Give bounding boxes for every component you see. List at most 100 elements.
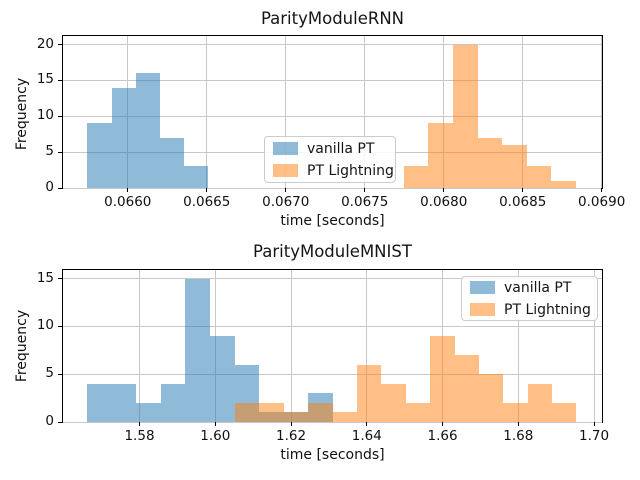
histogram-bar-pt-lightning (551, 180, 577, 188)
grid-line-vertical (206, 36, 208, 188)
legend-label: vanilla PT (504, 279, 572, 296)
grid-line-vertical (522, 36, 524, 188)
histogram-bar-pt-lightning (308, 402, 333, 422)
x-axis-label: time [seconds] (280, 447, 385, 463)
x-tick-mark (366, 422, 368, 426)
y-tick-mark (58, 325, 62, 327)
legend: vanilla PT PT Lightning (461, 276, 598, 321)
y-axis-label: Frequency (14, 309, 30, 383)
x-tick-label: 1.66 (427, 428, 458, 444)
x-tick-mark (442, 422, 444, 426)
y-tick-mark (58, 115, 62, 117)
plot-area: 1.58 1.60 1.62 1.64 1.66 1.68 1.70 0 5 10 15 (37, 269, 609, 444)
histogram-bar-pt-lightning (454, 355, 479, 422)
legend-entry: vanilla PT (470, 280, 589, 296)
y-tick-mark (58, 278, 62, 280)
histogram-bar-vanilla-pt (308, 393, 334, 422)
y-tick-label: 0 (45, 179, 54, 195)
grid-line-horizontal (63, 115, 602, 117)
y-tick-mark (58, 421, 62, 423)
grid-line-horizontal (63, 44, 602, 46)
y-tick-label: 0 (45, 413, 54, 429)
grid-line-horizontal (63, 421, 602, 423)
x-tick-mark (285, 188, 287, 192)
x-tick-label: 1.64 (351, 428, 382, 444)
grid-line-horizontal (63, 278, 602, 280)
legend-swatch-icon (470, 303, 495, 316)
x-tick-mark (517, 422, 519, 426)
x-tick-mark (127, 188, 129, 192)
histogram-bar-vanilla-pt (135, 73, 160, 188)
legend-entry: PT Lightning (273, 163, 394, 179)
x-tick-label: 1.58 (124, 428, 155, 444)
grid-line-vertical (290, 270, 292, 422)
histogram-bar-pt-lightning (234, 402, 260, 422)
histogram-bar-vanilla-pt (234, 364, 260, 422)
x-tick-label: 1.60 (200, 428, 231, 444)
histogram-bar-pt-lightning (259, 402, 284, 422)
legend-entry: PT Lightning (470, 301, 591, 318)
y-tick-mark (58, 373, 62, 375)
grid-line-horizontal (63, 373, 602, 375)
x-tick-label: 0.0670 (262, 194, 310, 210)
y-tick-mark (58, 79, 62, 81)
grid-line-vertical (285, 36, 287, 188)
grid-line-vertical (364, 36, 366, 188)
x-tick-label: 0.0675 (341, 194, 389, 210)
legend-label: vanilla PT (307, 140, 375, 157)
histogram-bar-pt-lightning (478, 374, 504, 422)
grid-line-horizontal (63, 325, 602, 327)
y-axis-label: Frequency (14, 77, 30, 151)
grid-line-vertical (127, 36, 129, 188)
histogram-bar-pt-lightning (405, 402, 431, 422)
histogram-bar-vanilla-pt (209, 335, 235, 422)
x-tick-mark (601, 188, 603, 192)
histogram-bar-vanilla-pt (86, 383, 112, 422)
x-tick-label: 1.68 (503, 428, 534, 444)
y-tick-label: 5 (45, 365, 54, 382)
histogram-bar-pt-lightning (403, 166, 429, 188)
x-axis-label: time [seconds] (280, 213, 385, 229)
chart-title: ParityModuleMNIST (253, 242, 412, 261)
legend: vanilla PT PT Lightning (264, 136, 396, 183)
histogram-bar-pt-lightning (356, 364, 382, 422)
y-tick-mark (58, 44, 62, 46)
grid-line-horizontal (63, 79, 602, 81)
histogram-bar-vanilla-pt (136, 402, 161, 422)
histogram-bar-pt-lightning (503, 402, 528, 422)
histogram-bar-pt-lightning (430, 335, 455, 422)
histogram-bar-pt-lightning (283, 412, 309, 422)
histogram-bar-pt-lightning (452, 44, 478, 188)
x-tick-label: 0.0665 (183, 194, 231, 210)
x-tick-mark (139, 422, 140, 426)
legend-label: PT Lightning (504, 301, 591, 318)
legend-swatch-icon (470, 281, 495, 294)
x-tick-mark (206, 188, 208, 192)
x-tick-label: 1.62 (275, 428, 307, 444)
legend-swatch-icon (273, 164, 298, 177)
grid-line-vertical (517, 270, 519, 422)
y-tick-label: 20 (36, 35, 54, 52)
y-tick-label: 10 (36, 107, 54, 124)
histogram-bar-pt-lightning (502, 144, 527, 188)
y-tick-label: 5 (45, 143, 54, 160)
x-tick-label: 0.0680 (420, 194, 468, 210)
plot-area: 0.0660 0.0665 0.0670 0.0675 0.0680 0.0685 0.06… (37, 35, 625, 210)
y-tick-label: 15 (36, 269, 54, 286)
legend-swatch-icon (273, 142, 298, 155)
grid-line-vertical (214, 270, 216, 422)
x-tick-mark (593, 422, 595, 426)
histogram-bar-pt-lightning (332, 412, 357, 422)
grid-line-vertical (366, 270, 368, 422)
x-tick-label: 0.0685 (499, 194, 547, 210)
x-tick-mark (214, 422, 216, 426)
x-tick-mark (290, 422, 292, 426)
histogram-bar-vanilla-pt (185, 278, 210, 422)
x-tick-mark (522, 188, 524, 192)
histogram-bar-vanilla-pt (111, 383, 137, 422)
histogram-bar-vanilla-pt (183, 166, 208, 188)
grid-line-vertical (442, 270, 444, 422)
